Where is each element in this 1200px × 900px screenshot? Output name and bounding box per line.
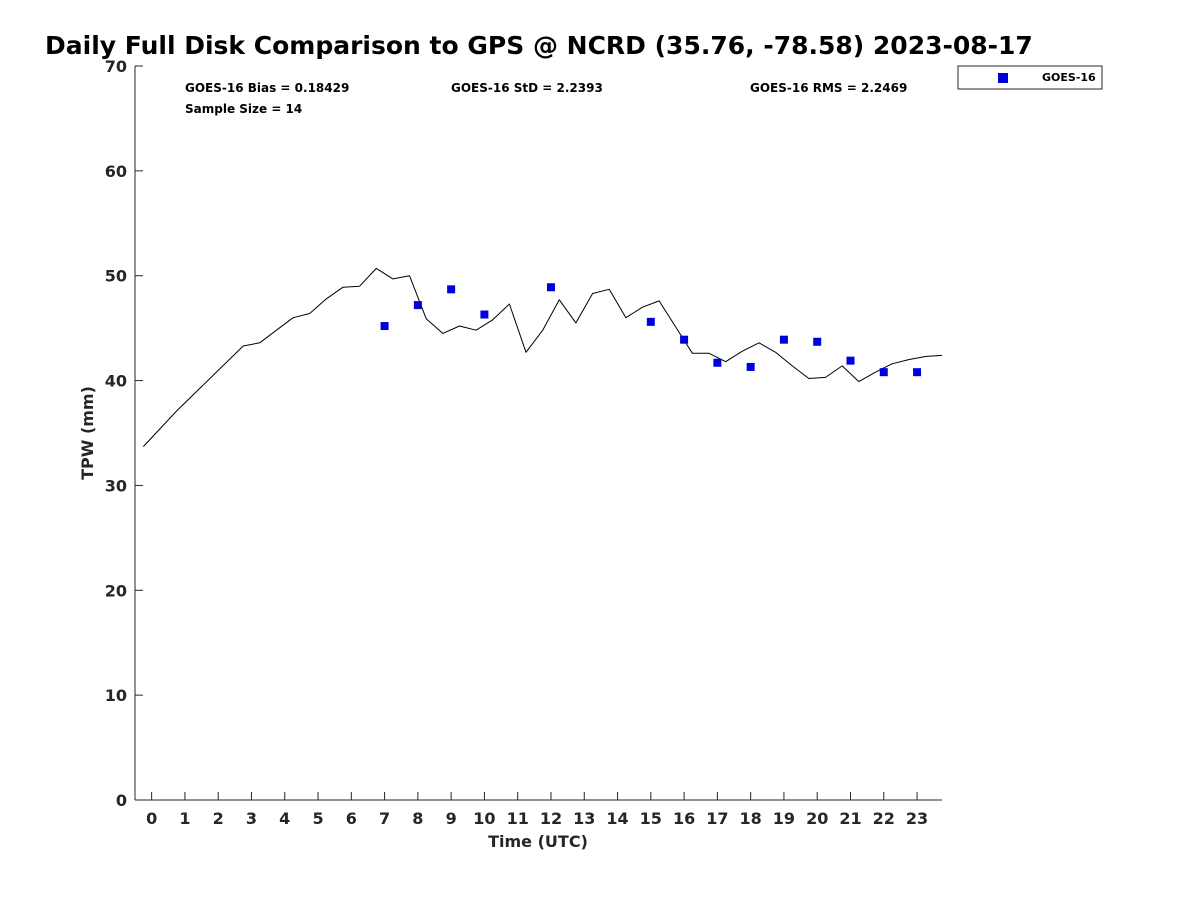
x-tick-label: 11 — [507, 809, 529, 828]
data-point-goes16 — [879, 368, 888, 377]
x-tick-label: 23 — [906, 809, 928, 828]
x-tick-label: 1 — [179, 809, 190, 828]
legend-box — [957, 65, 1103, 90]
std-stat: GOES-16 StD = 2.2393 — [451, 81, 603, 95]
bias-stat: GOES-16 Bias = 0.18429 — [185, 81, 349, 95]
x-tick-label: 2 — [213, 809, 224, 828]
x-tick-label: 12 — [540, 809, 562, 828]
data-point-goes16 — [480, 310, 489, 319]
axes — [134, 66, 942, 801]
data-point-goes16 — [813, 337, 822, 346]
x-tick-label: 14 — [606, 809, 628, 828]
x-tick-label: 7 — [379, 809, 390, 828]
x-tick-label: 10 — [473, 809, 495, 828]
data-point-goes16 — [447, 285, 456, 294]
x-ticks: 0 1 2 3 4 5 6 7 8 9 10 11 12 13 14 15 16 17 18 19 20 21 22 23 — [146, 792, 928, 828]
chart-title: Daily Full Disk Comparison to GPS @ NCRD… — [45, 31, 1033, 60]
x-tick-label: 22 — [873, 809, 895, 828]
legend-marker-goes16 — [998, 73, 1008, 83]
sample-size-stat: Sample Size = 14 — [185, 102, 302, 116]
y-tick-label: 50 — [105, 267, 127, 286]
y-tick-label: 10 — [105, 686, 127, 705]
series-line-gps — [142, 267, 943, 447]
x-tick-label: 8 — [412, 809, 423, 828]
x-tick-label: 17 — [706, 809, 728, 828]
data-point-goes16 — [413, 301, 422, 310]
y-axis-label: TPW (mm) — [78, 386, 97, 480]
x-tick-label: 18 — [740, 809, 762, 828]
data-point-goes16 — [680, 335, 689, 344]
x-tick-label: 5 — [312, 809, 323, 828]
x-tick-label: 15 — [640, 809, 662, 828]
legend: GOES-16 — [957, 65, 1103, 90]
y-tick-label: 0 — [116, 791, 127, 810]
x-tick-label: 16 — [673, 809, 695, 828]
y-tick-label: 70 — [105, 57, 127, 76]
x-tick-label: 3 — [246, 809, 257, 828]
y-tick-label: 60 — [105, 162, 127, 181]
legend-label-goes16: GOES-16 — [1042, 71, 1096, 84]
data-point-goes16 — [546, 283, 555, 292]
x-tick-label: 13 — [573, 809, 595, 828]
y-ticks: 0 10 20 30 40 50 60 70 — [105, 57, 143, 810]
x-axis-label: Time (UTC) — [488, 832, 588, 851]
x-tick-label: 9 — [446, 809, 457, 828]
rms-stat: GOES-16 RMS = 2.2469 — [750, 81, 907, 95]
y-tick-label: 40 — [105, 372, 127, 391]
x-tick-label: 19 — [773, 809, 795, 828]
y-tick-label: 30 — [105, 476, 127, 495]
plot-area — [142, 267, 943, 447]
data-point-goes16 — [713, 358, 722, 367]
y-tick-label: 20 — [105, 581, 127, 600]
data-point-goes16 — [913, 368, 922, 377]
x-tick-label: 21 — [839, 809, 861, 828]
data-point-goes16 — [646, 317, 655, 326]
x-tick-label: 4 — [279, 809, 290, 828]
x-tick-label: 20 — [806, 809, 828, 828]
data-point-goes16 — [380, 322, 389, 331]
x-tick-label: 6 — [346, 809, 357, 828]
data-point-goes16 — [779, 335, 788, 344]
data-point-goes16 — [746, 362, 755, 371]
x-tick-label: 0 — [146, 809, 157, 828]
data-point-goes16 — [846, 356, 855, 365]
